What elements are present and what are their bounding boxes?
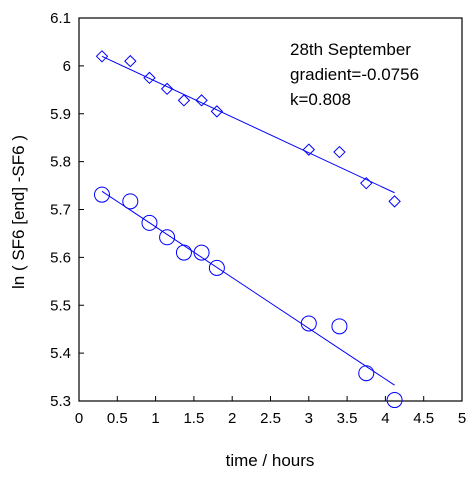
x-tick-label: 3.5 xyxy=(337,410,358,427)
x-tick-label: 1 xyxy=(151,410,159,427)
data-points xyxy=(93,50,403,409)
y-tick-label: 5.9 xyxy=(50,106,71,123)
x-tick-label: 2 xyxy=(228,410,236,427)
diamond-point xyxy=(195,94,208,107)
circle-point xyxy=(193,244,210,261)
fit-line-circle xyxy=(101,190,395,386)
y-tick-label: 5.8 xyxy=(50,154,71,171)
circle-point xyxy=(175,244,192,261)
x-tick-label: 0 xyxy=(75,410,83,427)
y-tick-label: 5.7 xyxy=(50,202,71,219)
x-tick-label: 4.5 xyxy=(413,410,434,427)
annotation-date: 28th September xyxy=(290,40,411,59)
y-tick-label: 5.5 xyxy=(50,297,71,314)
x-tick-label: 2.5 xyxy=(260,410,281,427)
y-tick-label: 5.4 xyxy=(50,345,71,362)
diamond-point xyxy=(360,176,373,190)
x-axis-ticks: 0 0.5 1 1.5 2 2.5 3 3.5 4 4.5 5 xyxy=(75,396,466,427)
circle-point xyxy=(358,365,375,382)
circle-point xyxy=(331,318,348,335)
diamond-point xyxy=(160,82,174,96)
diamond-point xyxy=(302,143,316,156)
circle-point xyxy=(386,392,403,409)
diamond-point xyxy=(333,145,346,159)
circle-point xyxy=(141,214,158,231)
circle-point xyxy=(122,193,139,210)
diamond-point xyxy=(143,71,156,85)
circle-point xyxy=(159,229,176,246)
annotation-k: k=0.808 xyxy=(290,90,351,109)
y-tick-label: 5.6 xyxy=(50,249,71,266)
x-tick-label: 5 xyxy=(458,410,466,427)
y-tick-label: 5.3 xyxy=(50,393,71,410)
y-axis-title: ln ( SF6 [end] -SF6 ) xyxy=(9,135,28,289)
annotation-gradient: gradient=-0.0756 xyxy=(290,65,419,84)
diamond-point xyxy=(210,105,224,118)
fit-line-diamond xyxy=(101,55,395,194)
diamond-point xyxy=(388,195,401,208)
x-tick-label: 3 xyxy=(305,410,313,427)
diamond-point xyxy=(124,54,137,68)
x-tick-label: 4 xyxy=(381,410,389,427)
circle-point xyxy=(300,315,317,332)
y-tick-label: 6.1 xyxy=(50,10,71,27)
x-tick-label: 1.5 xyxy=(183,410,204,427)
y-tick-label: 6 xyxy=(63,58,71,75)
diamond-point xyxy=(177,94,191,107)
fit-lines xyxy=(101,55,395,386)
y-axis-ticks: 5.3 5.4 5.5 5.6 5.7 5.8 5.9 6 6.1 xyxy=(50,10,84,410)
x-tick-label: 0.5 xyxy=(107,410,128,427)
circle-point xyxy=(93,186,110,203)
circle-point xyxy=(208,259,225,276)
diamond-point xyxy=(95,50,109,63)
x-axis-title: time / hours xyxy=(226,451,315,470)
